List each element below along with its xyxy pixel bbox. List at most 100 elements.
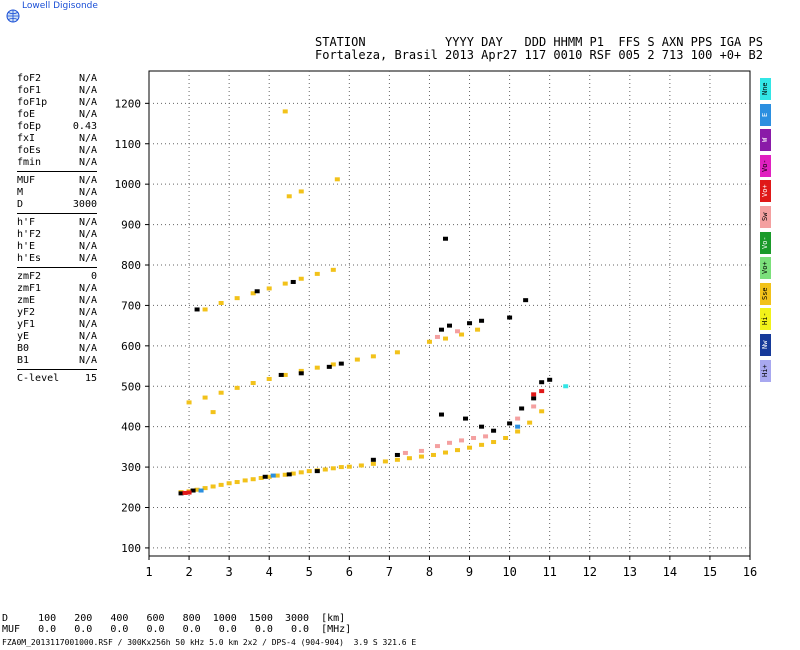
echo-point	[218, 390, 224, 395]
echo-point	[491, 428, 497, 433]
legend-item: Nne	[760, 78, 771, 100]
echo-point	[515, 424, 521, 429]
echo-point	[370, 354, 376, 359]
param-value: N/A	[78, 283, 97, 294]
echo-point	[531, 396, 537, 401]
logo-text: Lowell Digisonde	[22, 1, 98, 11]
param-row: foEp 0.43	[17, 121, 97, 133]
legend-item: Vo-	[760, 231, 771, 254]
echo-point	[198, 488, 204, 493]
echo-point	[234, 296, 240, 301]
y-tick-label: 100	[121, 542, 141, 555]
echo-point	[234, 385, 240, 390]
legend-label: Sw	[761, 212, 769, 222]
x-tick-label: 5	[306, 565, 313, 579]
legend-label: E	[761, 112, 769, 117]
param-row: foEs N/A	[17, 145, 97, 157]
echo-point	[274, 473, 280, 478]
legend-label: Sse	[761, 287, 769, 301]
param-value: N/A	[78, 217, 97, 228]
echo-point	[507, 315, 513, 320]
echo-point	[471, 435, 477, 440]
legend-label: Hi-	[761, 313, 769, 326]
echo-point	[282, 109, 288, 114]
legend-item: Sse	[760, 282, 771, 305]
param-value: N/A	[78, 109, 97, 120]
echo-point	[298, 470, 304, 475]
param-row: C-level 15	[17, 373, 97, 385]
param-value: N/A	[78, 241, 97, 252]
param-value: N/A	[78, 85, 97, 96]
param-name: fmin	[17, 157, 42, 168]
param-row: MUF N/A	[17, 175, 97, 187]
param-row: h'Es N/A	[17, 253, 97, 265]
param-row: fmin N/A	[17, 157, 97, 169]
echo-point	[270, 473, 276, 478]
echo-point	[539, 380, 545, 385]
y-tick-label: 600	[121, 340, 141, 353]
echo-point	[266, 474, 272, 479]
footer-muf-line: MUF 0.0 0.0 0.0 0.0 0.0 0.0 0.0 0.0 [MHz…	[2, 624, 352, 635]
legend-item: Hi+	[760, 359, 771, 382]
header-line1: STATION YYYY DAY DDD HHMM P1 FFS S AXN P…	[315, 35, 763, 49]
echo-point	[438, 327, 444, 332]
param-row: zmF2 0	[17, 271, 97, 283]
echo-point	[282, 372, 288, 377]
echo-point	[250, 477, 256, 482]
echo-point	[330, 466, 336, 471]
echo-point	[234, 480, 240, 485]
y-tick-label: 400	[121, 421, 141, 434]
echo-point	[334, 177, 340, 182]
legend-label: Nne	[761, 82, 769, 96]
footer-file-line: FZA0M_2013117001000.RSF / 300Kx256h 50 k…	[2, 638, 417, 647]
legend-item: Hi-	[760, 308, 771, 331]
x-tick-label: 13	[623, 565, 637, 579]
param-name: B0	[17, 343, 30, 354]
echo-point	[479, 442, 485, 447]
echo-point	[515, 429, 521, 434]
param-name: foF1	[17, 85, 42, 96]
echo-point	[402, 450, 408, 455]
echo-point	[298, 276, 304, 281]
param-value: N/A	[78, 343, 97, 354]
echo-point	[394, 350, 400, 355]
echo-point	[455, 329, 461, 334]
echo-point	[290, 279, 296, 284]
x-tick-label: 10	[502, 565, 516, 579]
x-tick-label: 12	[583, 565, 597, 579]
param-row: foF1 N/A	[17, 85, 97, 97]
echo-point	[326, 364, 332, 369]
param-value: 0.43	[72, 121, 97, 132]
legend-item: W	[760, 129, 771, 152]
echo-point	[278, 372, 284, 377]
echo-point	[186, 400, 192, 405]
param-separator	[17, 171, 97, 172]
x-tick-label: 1	[145, 565, 152, 579]
echo-point	[346, 464, 352, 469]
param-name: foEs	[17, 145, 42, 156]
plot-frame	[148, 70, 751, 557]
param-row: M N/A	[17, 187, 97, 199]
echo-point	[426, 339, 432, 344]
param-name: M	[17, 187, 24, 198]
param-name: foE	[17, 109, 36, 120]
echo-point	[442, 336, 448, 341]
param-separator	[17, 267, 97, 268]
param-value: N/A	[78, 307, 97, 318]
param-name: zmF1	[17, 283, 42, 294]
param-value: N/A	[78, 157, 97, 168]
param-row: zmF1 N/A	[17, 283, 97, 295]
legend-item: E	[760, 103, 771, 126]
x-tick-label: 7	[386, 565, 393, 579]
echo-point	[262, 474, 268, 479]
legend-item: Vo-	[760, 154, 771, 177]
legend-item: Vo+	[760, 257, 771, 280]
param-value: N/A	[78, 331, 97, 342]
param-row: h'F N/A	[17, 217, 97, 229]
param-name: foF2	[17, 73, 42, 84]
echo-point	[394, 457, 400, 462]
echo-point	[418, 454, 424, 459]
y-tick-label: 1000	[115, 178, 142, 191]
echo-point	[531, 392, 537, 397]
x-tick-label: 9	[466, 565, 473, 579]
